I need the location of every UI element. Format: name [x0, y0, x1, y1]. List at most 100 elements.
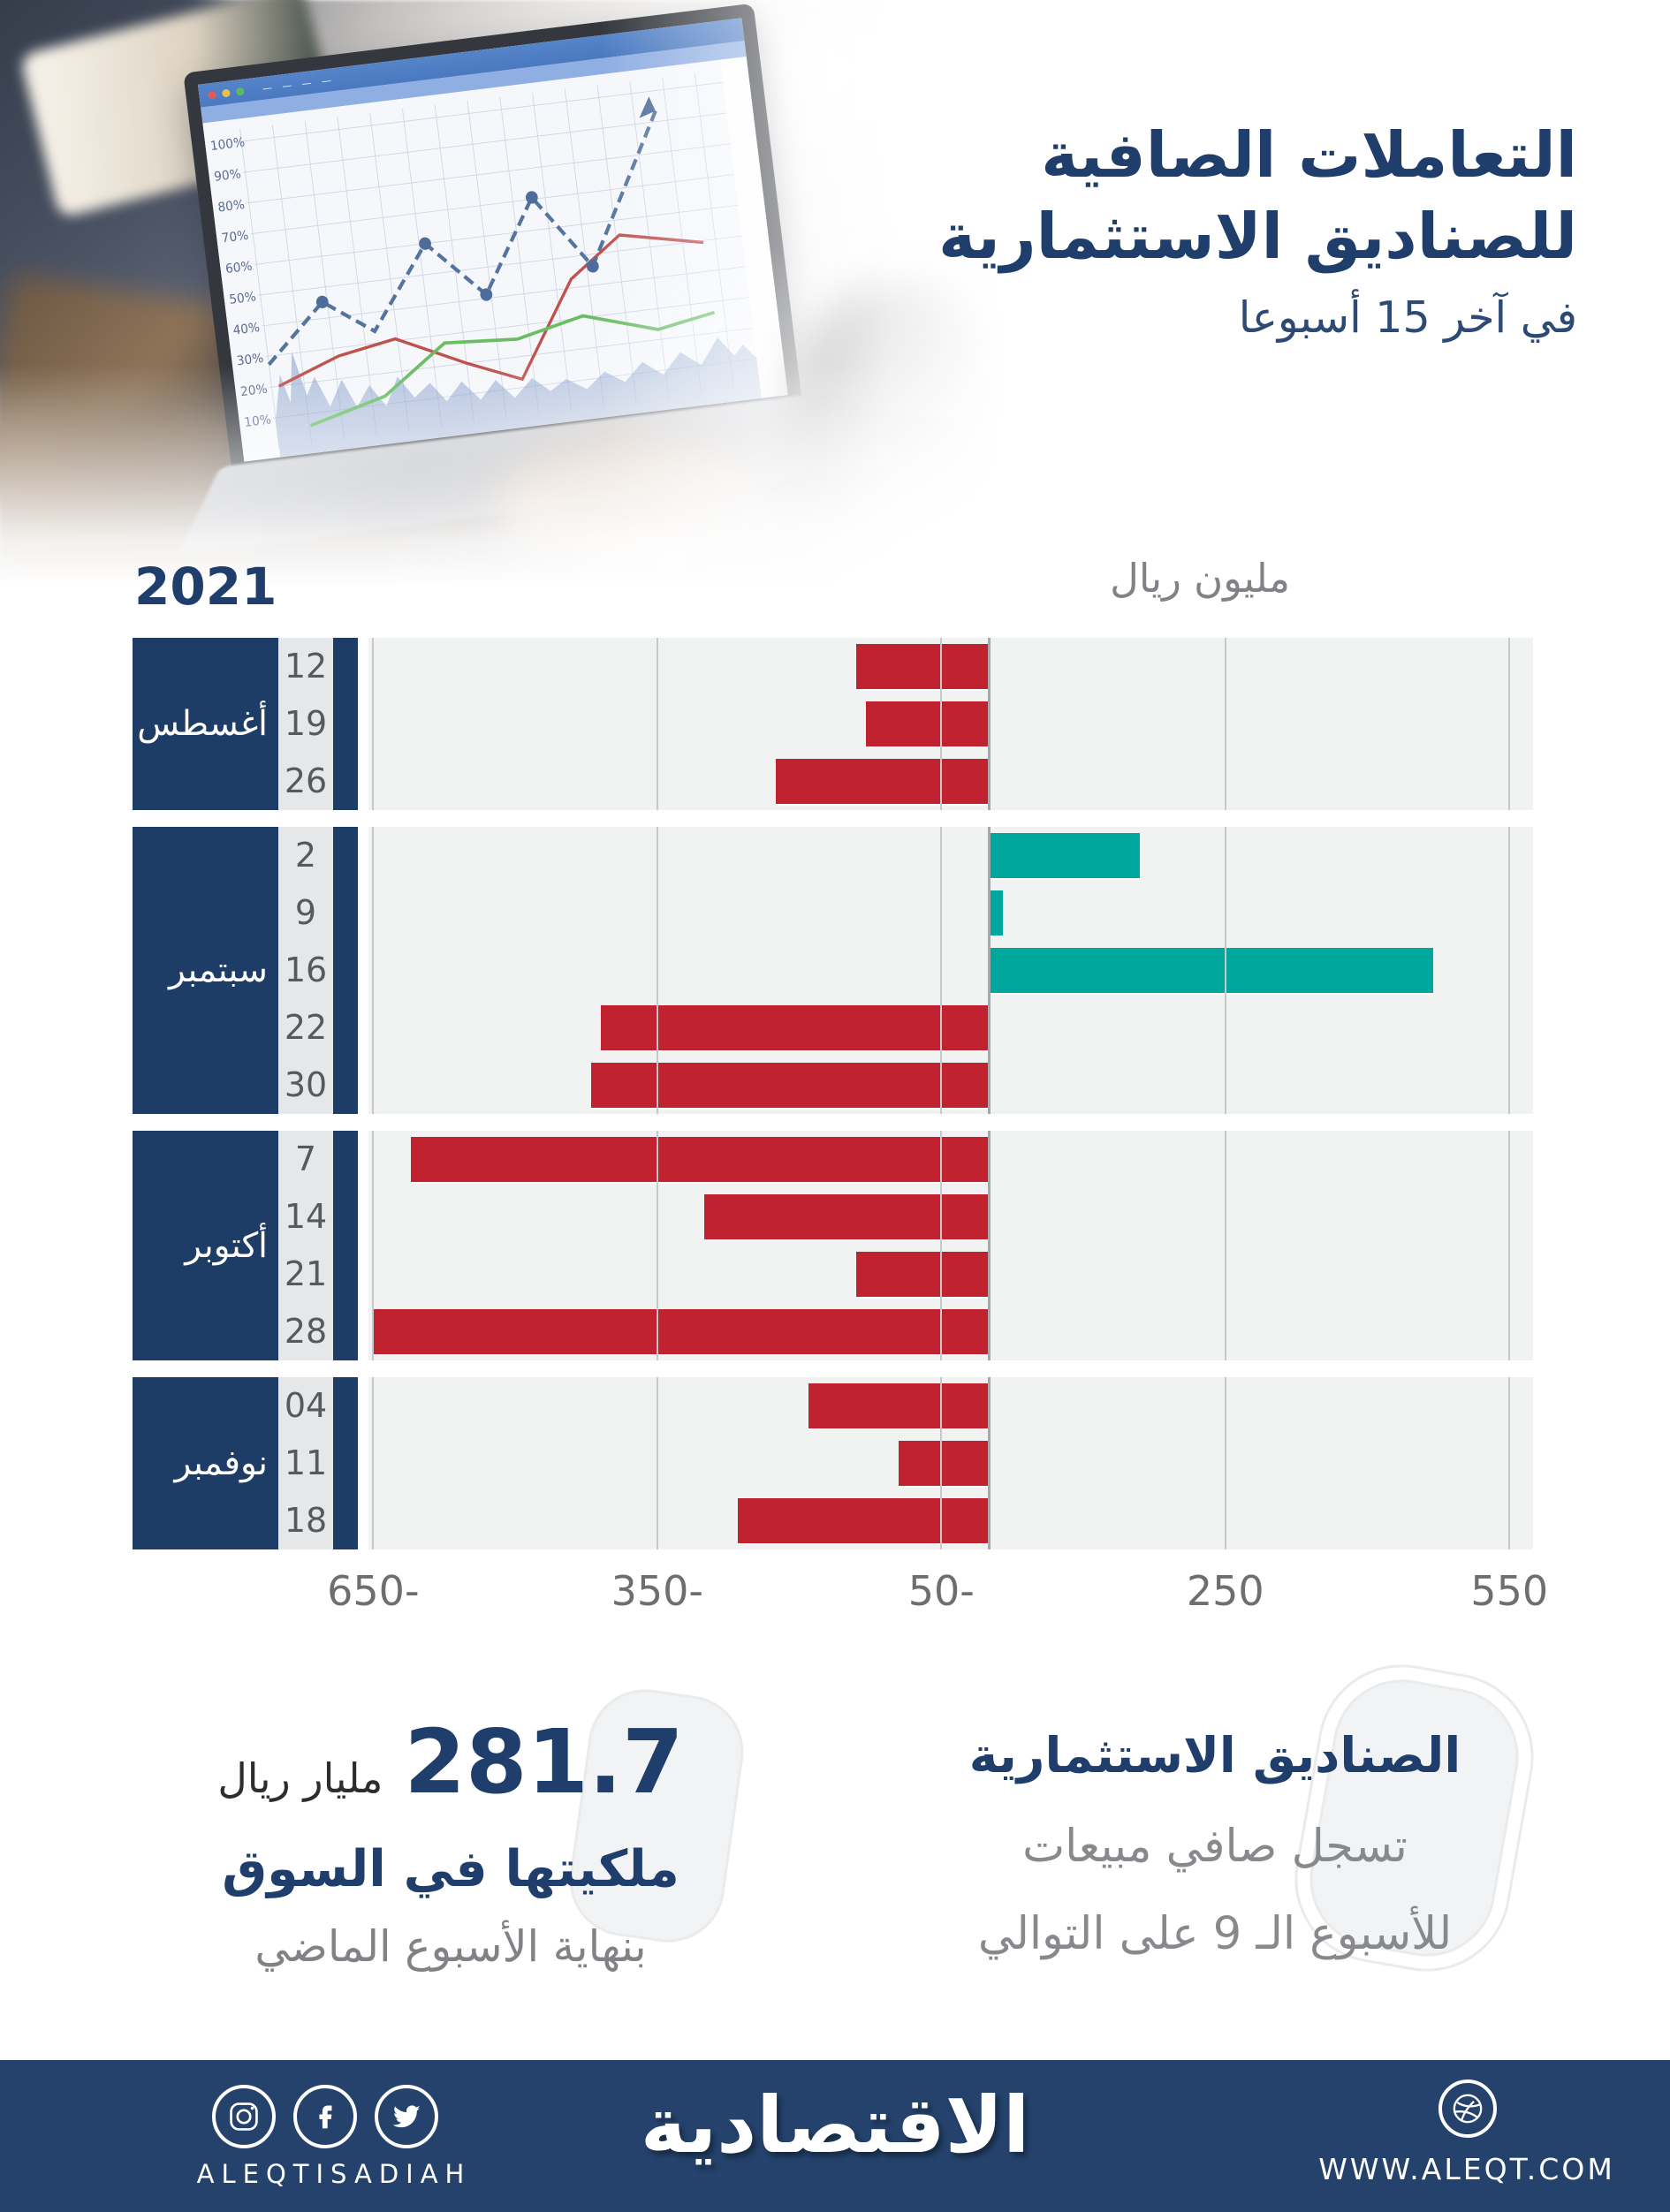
plot-area: [368, 638, 1533, 810]
footer-bar: ALEQTISADIAH الاقتصادية WWW.ALEQT.COM: [0, 2060, 1670, 2212]
netsales-line3: للأسبوع الـ 9 على التوالي: [977, 1908, 1453, 1960]
bar-negative: [899, 1441, 989, 1486]
bar-positive: [988, 890, 1003, 936]
week-date-label: 2: [294, 836, 317, 875]
month-label: أغسطس: [137, 704, 268, 744]
gridline: [940, 638, 943, 810]
week-date-label: 30: [284, 1065, 328, 1104]
month-label: سبتمبر: [168, 951, 268, 990]
gridline: [1508, 827, 1511, 1114]
week-date-label: 11: [284, 1443, 328, 1482]
axis-tick-label: 250: [1186, 1567, 1264, 1615]
bar-chart: أغسطس 12 19 26 سبتمبر 2 9 16 22 30 أكتوبر 7 14 21 28 نو…: [133, 638, 1549, 1645]
gridline: [656, 1131, 658, 1360]
gridline: [1508, 1377, 1511, 1549]
week-date-label: 28: [284, 1312, 328, 1351]
zero-line: [987, 638, 991, 810]
axis-unit-label: مليون ريال: [1110, 555, 1290, 602]
gridline: [372, 1377, 375, 1549]
gridline: [1508, 638, 1511, 810]
page-subtitle: في آخر 15 أسبوعا: [1238, 292, 1577, 343]
year-label: 2021: [134, 557, 277, 617]
gridline: [372, 638, 375, 810]
gridline: [940, 1131, 943, 1360]
month-label: أكتوبر: [185, 1225, 268, 1266]
gridline: [1224, 638, 1226, 810]
month-group: سبتمبر 2 9 16 22 30: [133, 827, 1546, 1114]
gridline: [656, 638, 658, 810]
facebook-icon: [293, 2085, 357, 2148]
date-strip: 04 11 18: [278, 1377, 333, 1549]
date-strip: 2 9 16 22 30: [278, 827, 333, 1114]
month-accent-strip: [333, 1377, 358, 1549]
netsales-line2: تسجل صافي مبيعات: [1022, 1821, 1408, 1873]
month-group: أغسطس 12 19 26: [133, 638, 1546, 810]
instagram-icon: [212, 2085, 276, 2148]
dribbble-icon: [1438, 2079, 1497, 2138]
photo-fade-overlay: [0, 0, 1034, 587]
month-group: نوفمبر 04 11 18: [133, 1377, 1546, 1549]
stat-block-ownership: 281.7 مليار ريال ملكيتها في السوق بنهاية…: [177, 1710, 725, 1973]
page-title-line1: التعاملات الصافية: [1041, 118, 1578, 192]
week-date-label: 21: [284, 1254, 328, 1293]
bar-negative: [704, 1194, 989, 1239]
gridline: [372, 827, 375, 1114]
bar-negative: [600, 1005, 989, 1050]
stat-block-netsales: الصناديق الاستثمارية تسجل صافي مبيعات لل…: [919, 1727, 1511, 1960]
week-date-label: 19: [284, 704, 328, 743]
gridline: [1224, 1131, 1226, 1360]
ownership-caption: ملكيتها في السوق: [222, 1840, 679, 1898]
week-date-label: 7: [294, 1140, 317, 1178]
month-accent-strip: [333, 827, 358, 1114]
month-accent-strip: [333, 1131, 358, 1360]
axis-tick-label: 50-: [907, 1567, 975, 1615]
ownership-unit: مليار ريال: [217, 1754, 383, 1802]
gridline: [1224, 827, 1226, 1114]
month-label-block: أغسطس: [133, 638, 278, 810]
bar-negative: [855, 1252, 989, 1297]
week-date-label: 22: [284, 1008, 328, 1047]
x-axis: 650- 350- 50- 250 550: [133, 1567, 1549, 1629]
gridline: [940, 1377, 943, 1549]
bar-positive: [988, 833, 1141, 878]
week-date-label: 16: [284, 951, 328, 989]
week-date-label: 14: [284, 1197, 328, 1236]
plot-area: [368, 1131, 1533, 1360]
bar-negative: [808, 1383, 989, 1428]
date-strip: 12 19 26: [278, 638, 333, 810]
month-group: أكتوبر 7 14 21 28: [133, 1131, 1546, 1360]
brand-latin: ALEQTISADIAH: [196, 2159, 472, 2189]
bar-positive: [988, 948, 1434, 993]
bar-negative: [865, 701, 989, 746]
ownership-value: 281.7: [404, 1710, 684, 1814]
plot-area: [368, 827, 1533, 1114]
website-url: WWW.ALEQT.COM: [1318, 2152, 1615, 2186]
zero-line: [987, 1131, 991, 1360]
week-date-label: 9: [294, 893, 317, 932]
bar-negative: [737, 1498, 989, 1543]
gridline: [1508, 1131, 1511, 1360]
week-date-label: 12: [284, 647, 328, 686]
week-date-label: 26: [284, 761, 328, 800]
page-title-line2: للصناديق الاستثمارية: [938, 200, 1578, 273]
gridline: [656, 1377, 658, 1549]
week-date-label: 04: [284, 1386, 328, 1425]
netsales-title: الصناديق الاستثمارية: [968, 1727, 1461, 1784]
week-date-label: 18: [284, 1501, 328, 1540]
bar-negative: [590, 1063, 989, 1108]
month-label-block: أكتوبر: [133, 1131, 278, 1360]
axis-tick-label: 650-: [327, 1567, 420, 1615]
bar-negative: [373, 1309, 989, 1354]
plot-area: [368, 1377, 1533, 1549]
bar-negative: [775, 759, 989, 804]
zero-line: [987, 1377, 991, 1549]
social-icons: [212, 2085, 438, 2148]
twitter-icon: [375, 2085, 438, 2148]
header-photo: — — — —: [0, 0, 1034, 587]
month-label-block: سبتمبر: [133, 827, 278, 1114]
axis-tick-label: 550: [1470, 1567, 1549, 1615]
title-block: التعاملات الصافية للصناديق الاستثمارية ف…: [938, 115, 1578, 345]
gridline: [372, 1131, 375, 1360]
zero-line: [987, 827, 991, 1114]
